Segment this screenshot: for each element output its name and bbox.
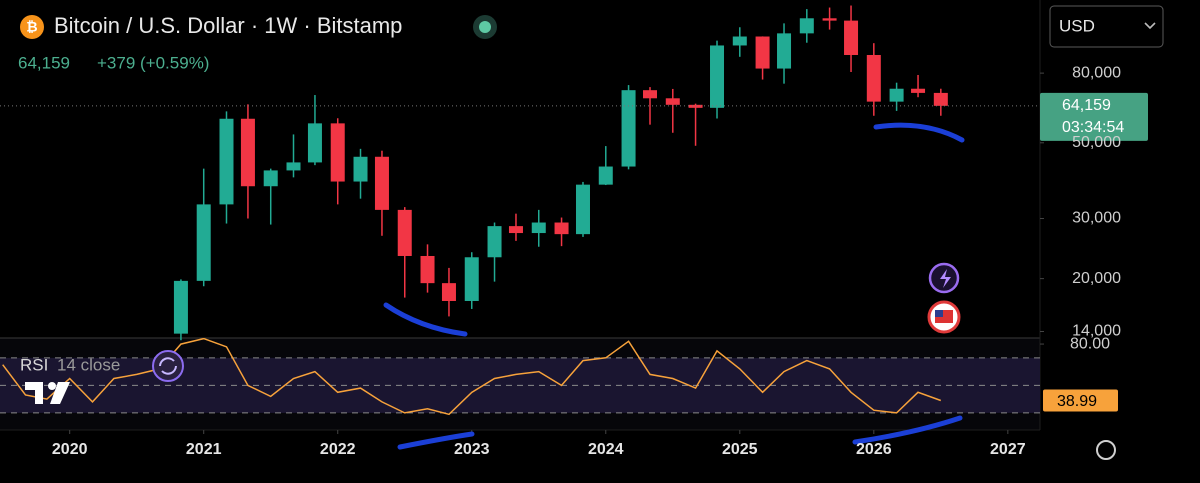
candle-body [866,54,881,102]
candle-body [263,170,278,187]
candle-body [688,104,703,108]
y-tick-label: 20,000 [1072,270,1121,287]
y-tick-label: 30,000 [1072,210,1121,227]
candle-body [755,36,770,69]
candle-body [799,18,814,34]
market-status-dot [479,21,491,33]
rsi-title: RSI [20,355,48,374]
candle-body [554,222,569,235]
candle-body [575,184,590,235]
y-tick-label: 80,000 [1072,64,1121,81]
candle-body [487,226,502,258]
candle-body [822,18,837,21]
logo-part [48,382,56,390]
candle-body [777,33,792,69]
bitcoin-icon-glyph: ₿ [26,19,37,35]
x-tick-label: 2027 [990,441,1026,458]
price-tags: 64,159 03:34:54 38.99 [1040,92,1148,412]
candle-body [911,88,926,93]
logo-part [50,382,70,404]
last-price-label: 64,159 [1062,97,1111,114]
candle-body [464,257,479,301]
currency-select[interactable] [1049,5,1164,48]
candle-body [844,20,859,55]
x-tick-label: 2021 [186,441,222,458]
tradingview-logo [25,382,70,404]
last-price: 64,159 [18,53,70,72]
candle-body [598,166,613,185]
chart-title: Bitcoin / U.S. Dollar · 1W · Bitstamp [54,13,402,38]
alerts-glyph [940,269,951,288]
candle-body [286,162,301,171]
candle-body [531,222,546,234]
candle-body [307,123,322,163]
candle-body [374,156,389,210]
x-tick-label: 2022 [320,441,356,458]
candle-body [240,118,255,187]
rsi-value-tag [1043,389,1118,412]
logo-part [25,382,43,404]
annotation-stroke [852,415,963,445]
plot-area [0,5,1044,434]
candle-body [397,209,412,256]
candle-body [196,204,211,281]
annotations [383,122,965,450]
candle-body [173,280,188,334]
dropdown-arrow [1144,22,1156,30]
candle-body [643,90,657,99]
candle-body [732,36,747,46]
replay-icon [159,357,177,375]
annotation-stroke [383,302,468,337]
rsi-value-label: 38.99 [1057,393,1097,410]
y-tick-label: 50,000 [1072,134,1121,151]
rsi-params: 14 close [57,355,120,374]
candle-body [420,255,435,284]
candle-body [710,45,725,108]
y-tick-label: 80.00 [1070,335,1110,352]
candle-body [621,90,636,167]
candle-body [330,123,345,182]
y-tick-label: 14,000 [1072,323,1121,340]
bar-countdown: 03:34:54 [1062,119,1124,136]
annotation-stroke [397,431,475,450]
settings-icon[interactable] [1096,440,1116,460]
bitcoin-icon [20,15,44,39]
currency-label: USD [1059,16,1095,35]
candle-body [508,226,523,234]
flag-icon-canton [935,310,943,317]
x-tick-label: 2023 [454,441,490,458]
x-tick-label: 2020 [52,441,88,458]
price-change: +379 (+0.59%) [97,53,209,72]
x-tick-label: 2024 [588,441,624,458]
replay-button[interactable] [152,350,184,382]
last-price-tag [1040,92,1148,141]
candle-body [441,283,456,301]
candle-body [665,98,680,105]
x-tick-label: 2025 [722,441,758,458]
candle-body [933,92,948,106]
candle-body [889,88,904,102]
candle-body [219,118,234,205]
x-tick-label: 2026 [856,441,892,458]
annotation-stroke [873,122,965,143]
candle-body [353,156,368,182]
